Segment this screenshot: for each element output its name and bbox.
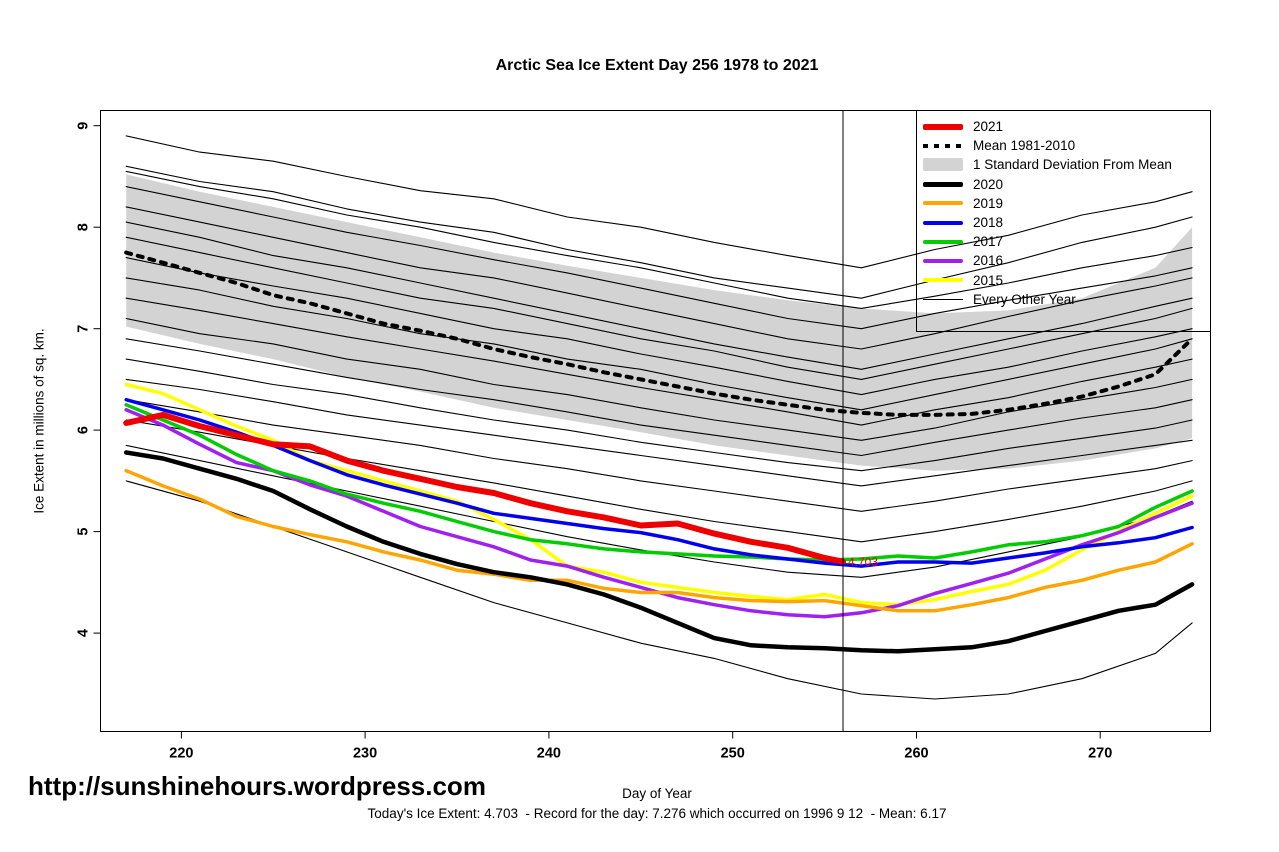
legend-line-swatch bbox=[923, 298, 963, 300]
year-line-6 bbox=[125, 236, 1193, 380]
y-tick-label: 4 bbox=[76, 629, 92, 637]
legend-item-1-standard-deviation-from-mean: 1 Standard Deviation From Mean bbox=[923, 155, 1210, 174]
legend-line-swatch bbox=[923, 239, 963, 244]
current-value-annotation: 4.703 bbox=[847, 554, 878, 569]
x-tick-label: 250 bbox=[721, 746, 745, 762]
legend-item-2019: 2019 bbox=[923, 194, 1210, 213]
plot-border bbox=[100, 110, 1211, 732]
legend-label: Every Other Year bbox=[973, 291, 1076, 307]
legend-line-swatch bbox=[923, 278, 963, 283]
series-2019 bbox=[124, 468, 1194, 613]
year-line-9 bbox=[125, 297, 1193, 426]
year-line-13 bbox=[125, 378, 1193, 487]
year-line-11 bbox=[125, 338, 1193, 457]
year-line-4 bbox=[125, 206, 1193, 350]
y-tick-label: 9 bbox=[76, 122, 92, 130]
year-line-17 bbox=[125, 480, 1193, 700]
footer-stats: Today's Ice Extent: 4.703 - Record for t… bbox=[367, 806, 947, 821]
x-tick-label: 220 bbox=[169, 746, 193, 762]
x-tick-label: 270 bbox=[1088, 746, 1112, 762]
legend-label: 2021 bbox=[973, 119, 1004, 135]
legend-label: Mean 1981-2010 bbox=[973, 138, 1076, 154]
legend-item-every-other-year: Every Other Year bbox=[923, 290, 1210, 309]
legend-label: 2019 bbox=[973, 195, 1004, 211]
series-2017 bbox=[124, 403, 1194, 562]
legend-item-2016: 2016 bbox=[923, 251, 1210, 270]
legend-label: 1 Standard Deviation From Mean bbox=[973, 157, 1172, 173]
legend-item-2018: 2018 bbox=[923, 213, 1210, 232]
legend-label: 2017 bbox=[973, 234, 1004, 250]
year-line-12 bbox=[125, 358, 1193, 472]
watermark-url: http://sunshinehours.wordpress.com bbox=[28, 771, 486, 801]
legend: 2021 Mean 1981-2010 1 Standard Deviation F… bbox=[916, 110, 1211, 332]
legend-item-2020: 2020 bbox=[923, 175, 1210, 194]
legend-item-2017: 2017 bbox=[923, 232, 1210, 251]
legend-label: 2015 bbox=[973, 272, 1004, 288]
legend-line-swatch bbox=[923, 220, 963, 225]
x-tick-label: 230 bbox=[353, 746, 377, 762]
legend-item-2015: 2015 bbox=[923, 271, 1210, 290]
year-line-14 bbox=[125, 399, 1193, 512]
legend-line-swatch bbox=[923, 123, 963, 130]
year-line-1 bbox=[125, 165, 1193, 299]
series-2018 bbox=[124, 397, 1194, 568]
chart-title: Arctic Sea Ice Extent Day 256 1978 to 20… bbox=[495, 57, 819, 74]
year-line-3 bbox=[125, 186, 1193, 330]
y-tick-label: 7 bbox=[76, 325, 92, 333]
x-tick-label: 240 bbox=[537, 746, 561, 762]
legend-line-swatch bbox=[923, 181, 963, 187]
legend-line-swatch bbox=[923, 201, 963, 206]
legend-band-swatch bbox=[923, 158, 963, 172]
y-tick-label: 8 bbox=[76, 223, 92, 231]
mean-line bbox=[124, 250, 1195, 417]
legend-item-mean-1981-2010: Mean 1981-2010 bbox=[923, 136, 1210, 155]
legend-label: 2016 bbox=[973, 253, 1004, 269]
legend-label: 2020 bbox=[973, 176, 1004, 192]
year-line-7 bbox=[125, 257, 1193, 396]
legend-line-swatch bbox=[923, 258, 963, 263]
year-line-8 bbox=[125, 277, 1193, 411]
y-tick-label: 5 bbox=[76, 528, 92, 536]
year-line-0 bbox=[125, 135, 1193, 269]
year-line-2 bbox=[125, 170, 1193, 309]
legend-dashed-line-swatch bbox=[923, 143, 963, 148]
y-tick-label: 6 bbox=[76, 426, 92, 434]
year-line-15 bbox=[125, 419, 1193, 543]
series-2020 bbox=[123, 450, 1195, 654]
legend-item-2021: 2021 bbox=[923, 117, 1210, 136]
series-2021 bbox=[123, 411, 846, 565]
y-axis-title: Ice Extent in millions of sq. km. bbox=[31, 328, 47, 514]
x-tick-label: 260 bbox=[904, 746, 928, 762]
legend-label: 2018 bbox=[973, 215, 1004, 231]
x-axis-title: Day of Year bbox=[622, 786, 692, 801]
